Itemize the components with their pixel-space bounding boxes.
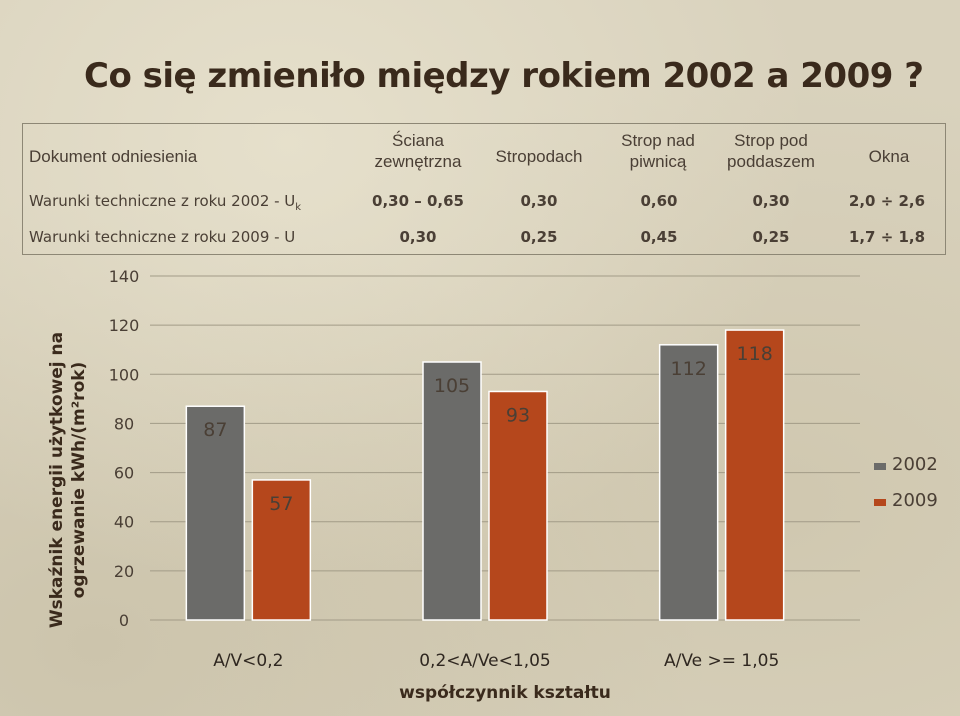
y-tick-label: 40 (114, 513, 134, 532)
bar-2009-2 (724, 329, 785, 621)
y-tick-label: 20 (114, 562, 134, 581)
y-tick-label: 0 (119, 611, 129, 630)
data-label: 57 (269, 493, 293, 515)
legend-swatch-2009 (874, 499, 886, 506)
table-row-2009-label: Warunki techniczne z roku 2009 - U (29, 228, 295, 246)
legend-label: 2002 (892, 454, 938, 475)
y-axis-title: Wskaźnik energii użytkowej na ogrzewanie … (47, 332, 89, 628)
table-cell-2002-basement: 0,60 (640, 192, 678, 210)
y-tick-label: 60 (114, 464, 134, 483)
reference-table: Dokument odniesienia Ściana zewnętrzna S… (22, 123, 946, 255)
x-tick-label: A/Ve >= 1,05 (664, 651, 779, 671)
legend-swatch-2002 (874, 463, 886, 470)
legend-label: 2009 (892, 490, 938, 511)
row-label-text: Warunki techniczne z roku 2002 - U (29, 192, 296, 210)
table-header-wall: Ściana zewnętrzna (353, 130, 483, 172)
table-header-doc: Dokument odniesienia (29, 147, 198, 166)
bar-2002-2 (658, 344, 719, 621)
table-header-wall-text: Ściana zewnętrzna (374, 131, 462, 171)
table-header-roof: Stropodach (495, 147, 583, 166)
table-header-attic-text: Strop pod poddaszem (727, 131, 815, 171)
x-tick-label: 0,2<A/Ve<1,05 (419, 651, 551, 671)
row-label-subscript: k (295, 202, 302, 213)
table-cell-2009-wall: 0,30 (399, 228, 437, 246)
page-title: Co się zmieniło między rokiem 2002 a 200… (84, 56, 924, 96)
table-cell-2002-attic: 0,30 (752, 192, 790, 210)
table-header-attic: Strop pod poddaszem (715, 130, 827, 172)
data-label: 118 (737, 343, 773, 365)
table-cell-2009-attic: 0,25 (752, 228, 790, 246)
y-tick-label: 100 (109, 365, 140, 384)
table-header-basement-text: Strop nad piwnicą (621, 131, 695, 171)
y-tick-label: 80 (114, 414, 134, 433)
bar-2009-1 (488, 390, 548, 621)
y-tick-label: 140 (109, 267, 140, 286)
x-tick-label: A/V<0,2 (213, 651, 283, 671)
table-header-windows: Okna (868, 147, 910, 166)
bar-2002-0 (185, 405, 246, 621)
bar-2009-0 (251, 479, 312, 621)
table-row-2002-label: Warunki techniczne z roku 2002 - Uk (29, 192, 301, 213)
table-cell-2002-wall: 0,30 – 0,65 (372, 192, 464, 210)
bar-2002-1 (422, 361, 482, 621)
x-axis-title: współczynnik kształtu (399, 683, 611, 703)
row-label-text: Warunki techniczne z roku 2009 - U (29, 228, 296, 246)
y-tick-label: 120 (109, 316, 140, 335)
data-label: 87 (203, 419, 227, 441)
data-label: 112 (671, 358, 707, 380)
table-cell-2009-roof: 0,25 (520, 228, 558, 246)
data-label: 93 (506, 404, 530, 426)
table-cell-2002-windows: 2,0 ÷ 2,6 (848, 192, 926, 210)
table-cell-2009-basement: 0,45 (640, 228, 678, 246)
data-label: 105 (434, 375, 470, 397)
table-cell-2002-roof: 0,30 (520, 192, 558, 210)
table-cell-2009-windows: 1,7 ÷ 1,8 (848, 228, 926, 246)
table-header-basement: Strop nad piwnicą (603, 130, 713, 172)
